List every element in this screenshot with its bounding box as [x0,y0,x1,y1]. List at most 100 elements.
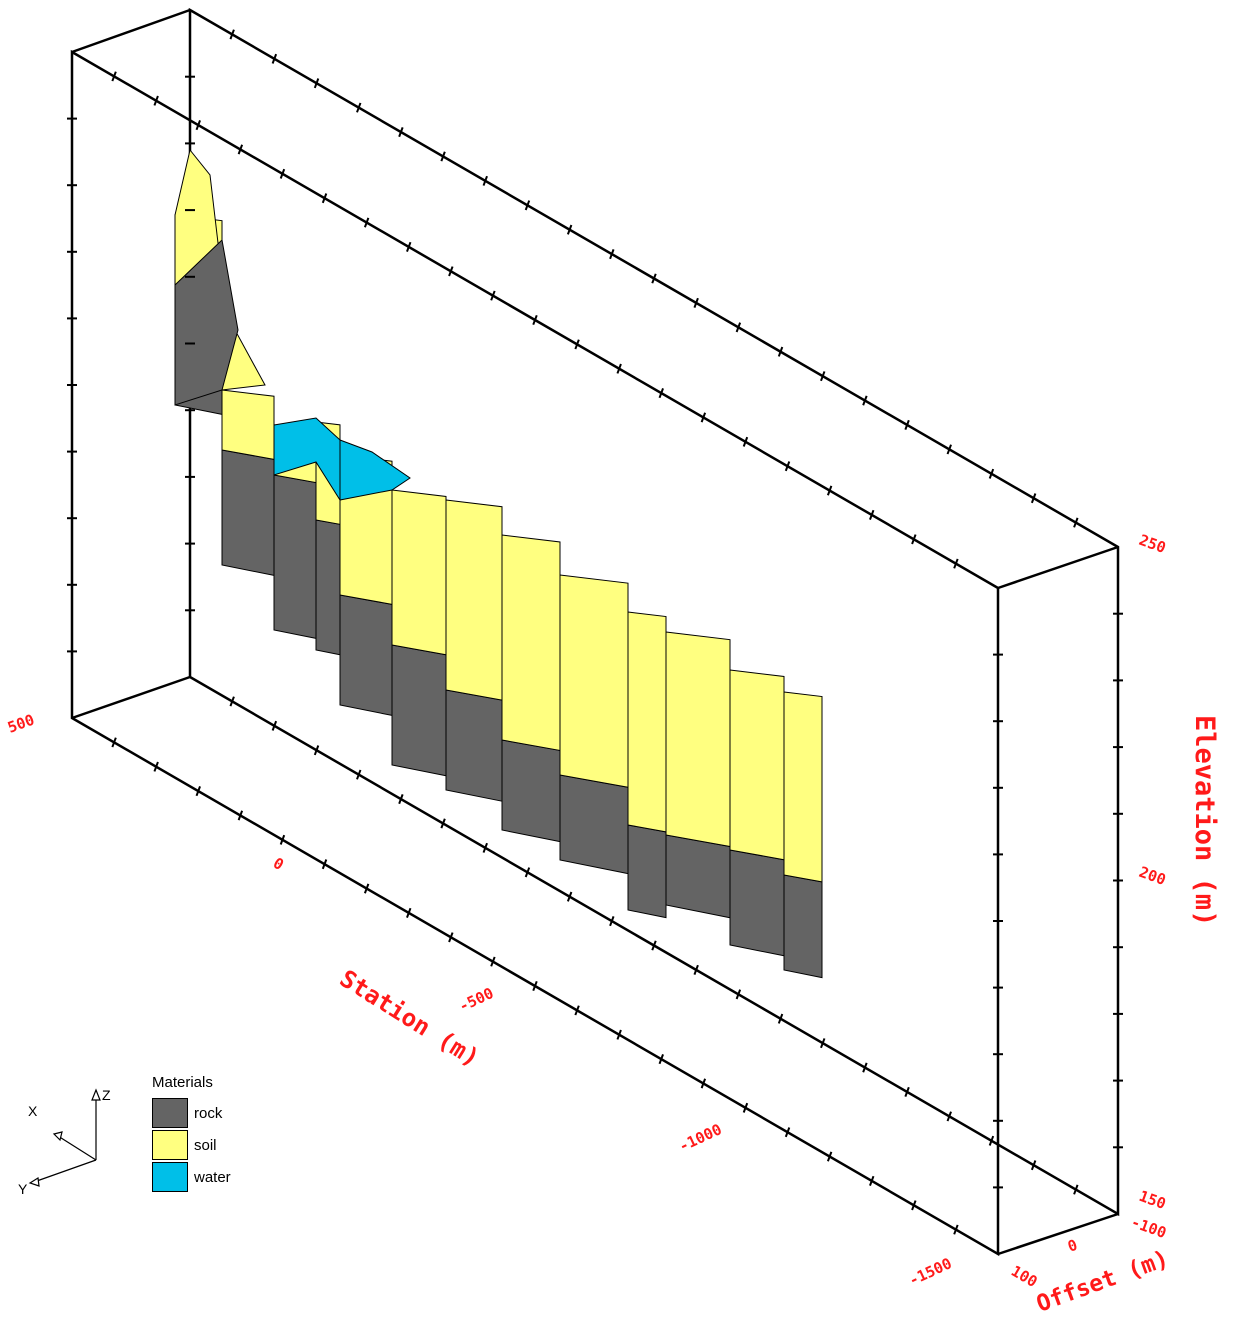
tick-mark [658,388,664,399]
tick-mark [229,29,235,40]
triad-z-label: Z [102,1087,111,1103]
tick-mark [742,1102,749,1113]
tick-mark [566,224,573,235]
tick-mark [784,461,791,472]
tick-mark [195,786,201,797]
elevation-tick-200: 200 [1137,863,1169,889]
legend-title: Materials [152,1074,213,1091]
tick-mark [869,509,875,520]
tick-mark [195,120,201,131]
tick-mark [988,468,995,479]
soil-layer-panel [445,499,503,701]
tick-mark [777,1013,784,1024]
tick-mark [693,297,699,308]
tick-mark [524,200,531,211]
rock-layer-panel [391,644,447,777]
legend-item-soil: soil [152,1129,272,1161]
rock-layer-panel [221,449,275,577]
tick-mark [609,916,615,927]
tick-mark [700,412,707,423]
rock-layer-panel [273,474,317,640]
tick-mark [279,168,286,179]
tick-mark [406,241,412,252]
tick-mark [826,1151,833,1162]
tick-mark [321,859,328,870]
tick-mark [313,78,320,89]
tick-mark [490,956,496,967]
elevation-tick-250: 250 [1137,531,1169,557]
tick-mark [490,290,496,301]
soil-layer-panel [559,574,629,788]
offset-axis-title: Offset (m) [1033,1246,1172,1318]
tick-mark [735,989,742,1000]
water-pocket [339,439,411,501]
tick-mark [820,371,826,382]
tick-mark [988,1135,995,1146]
offset-tick-100: 100 [1008,1262,1040,1291]
tick-mark [153,761,159,772]
soil-layer-panel [221,389,275,460]
tick-mark [524,867,531,878]
tick-mark [448,932,454,943]
legend-label-soil: soil [194,1136,217,1154]
tick-mark [820,1038,826,1049]
rock-layer-panel [627,824,667,919]
rock-layer-panel [339,594,393,717]
station-tick-neg500: -500 [456,984,496,1016]
rock-crest-wedge [174,238,239,406]
rock-layer-panel [445,689,503,802]
tick-mark [826,485,833,496]
triad-y-label: Y [18,1181,28,1197]
tick-mark [1030,493,1037,504]
tick-mark [862,395,868,406]
tick-mark [658,1054,664,1065]
tick-mark [532,314,538,326]
offset-tick-neg100: -100 [1129,1213,1169,1242]
tick-mark [356,769,362,780]
soil-layer-panel [391,489,447,656]
rock-layer-panel [501,739,561,843]
tick-mark [1073,1184,1079,1195]
soil-layer-panel [783,691,823,883]
station-tick-500: 500 [5,711,37,737]
tick-mark [279,834,286,845]
legend-swatch-soil [152,1130,188,1160]
tick-mark [111,71,117,82]
material-cross-section [174,148,823,979]
legend-item-rock: rock [152,1097,272,1129]
tick-mark [111,737,117,748]
tick-mark [363,883,370,894]
axis-ticks [67,29,1123,1235]
rock-layer-panel [665,834,731,919]
tick-mark [271,720,278,731]
tick-mark [398,793,404,805]
tick-mark [448,266,454,277]
tick-mark [313,745,320,756]
tick-mark [735,322,742,333]
soil-layer-panel [665,631,731,848]
legend-label-water: water [194,1168,231,1186]
tick-mark [742,436,749,447]
tick-mark [574,1005,580,1016]
soil-layer-panel [729,669,785,861]
tick-mark [911,1200,917,1211]
tick-mark [566,891,573,902]
materials-legend: Materials rock soil water [152,1074,272,1193]
offset-tick-0: 0 [1065,1236,1080,1256]
tick-mark [321,193,328,204]
station-tick-0: 0 [270,854,287,874]
rock-layer-panel [315,519,341,656]
tick-mark [153,95,159,106]
rock-layer-panel [729,849,785,957]
tick-mark [777,346,784,357]
tick-mark [616,1029,622,1040]
triad-x-label: X [28,1103,38,1119]
tick-mark [1073,517,1079,528]
tick-mark [904,1086,910,1098]
tick-mark [700,1078,707,1089]
tick-mark [946,1111,952,1122]
tick-mark [946,444,952,455]
tick-mark [784,1127,791,1138]
elevation-tick-150: 150 [1137,1187,1169,1213]
